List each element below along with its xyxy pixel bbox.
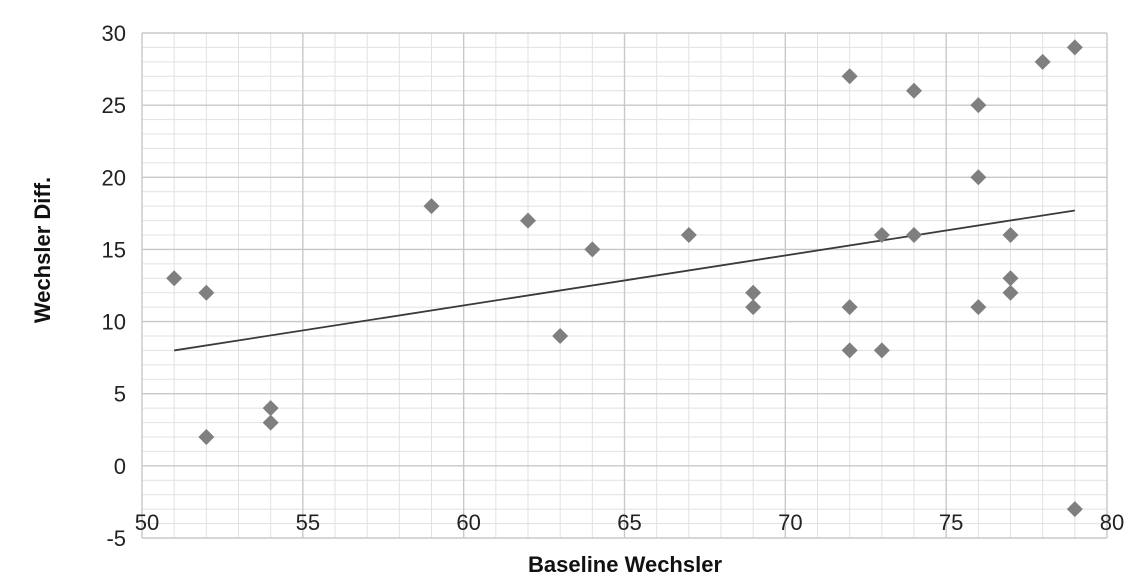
data-point [423,198,440,215]
y-tick-label: 0 [114,454,126,479]
data-point [1002,270,1019,287]
data-point [841,299,858,316]
data-point [198,429,215,445]
data-point [1066,501,1083,518]
data-point [584,241,601,258]
x-tick-label: 70 [778,510,802,535]
trendline-layer [174,209,1075,352]
major-grid [141,32,1108,539]
data-point [970,169,987,186]
data-point [1034,53,1051,70]
x-tick-label: 75 [939,510,963,535]
y-tick-label: 15 [102,237,126,262]
trendline [174,209,1075,352]
x-axis-title: Baseline Wechsler [528,552,722,577]
y-tick-label: 20 [102,165,126,190]
data-point [745,284,762,301]
data-point [1002,227,1019,243]
data-points [166,39,1083,518]
data-point [166,270,183,287]
x-tick-label: 80 [1100,510,1124,535]
x-axis-tick-labels: 50 55 60 65 70 75 80 [135,510,1124,535]
data-point [680,227,697,243]
y-tick-label: 25 [102,93,126,118]
data-point [262,400,279,417]
data-point [906,227,922,243]
x-tick-label: 50 [135,510,159,535]
y-axis-title: Wechsler Diff. [30,177,55,323]
data-point [745,299,762,316]
y-tick-label: 10 [102,310,126,335]
data-point [552,328,569,344]
data-point [520,212,536,229]
data-point [873,227,890,243]
data-point [262,414,279,431]
y-tick-label: -5 [106,526,126,551]
y-tick-label: 30 [102,21,126,46]
data-point [1066,39,1083,56]
data-point [198,284,215,301]
y-tick-label: 5 [114,382,126,407]
data-point [841,342,858,359]
data-point [841,68,858,85]
x-tick-label: 65 [617,510,641,535]
data-point [906,82,922,99]
x-tick-label: 60 [456,510,480,535]
data-point [970,299,987,316]
data-point [970,97,987,114]
data-point [873,342,890,359]
x-tick-label: 55 [296,510,320,535]
data-point [1002,284,1019,301]
y-axis-tick-labels: -5 0 5 10 15 20 25 30 [102,21,126,551]
